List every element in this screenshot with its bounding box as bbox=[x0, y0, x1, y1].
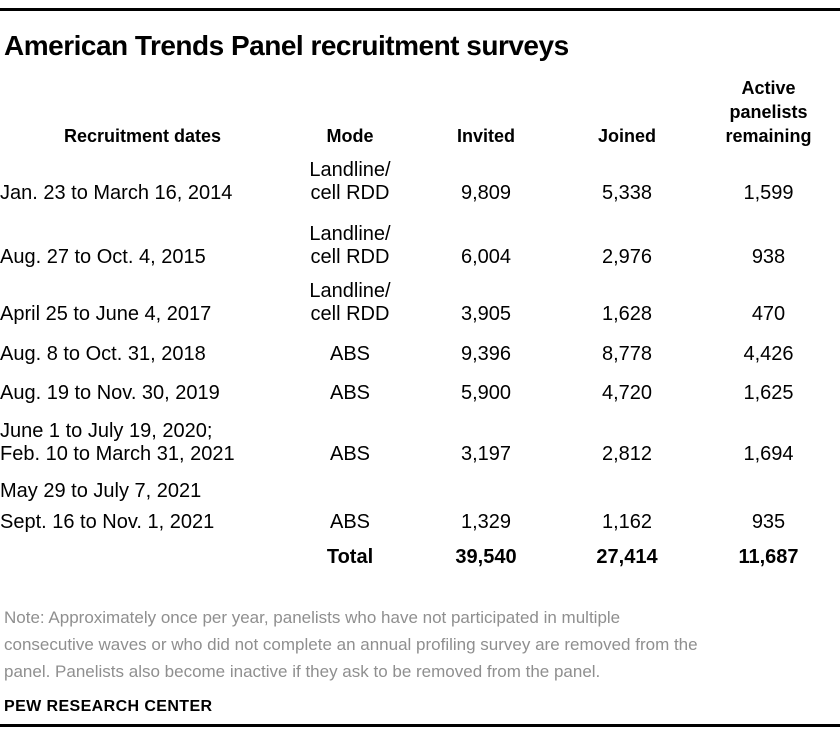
column-header-mode: Mode bbox=[326, 126, 374, 146]
joined-cell: 2,976 bbox=[601, 246, 653, 268]
bottom-rule bbox=[0, 724, 840, 727]
mode-cell: ABS bbox=[285, 368, 415, 407]
invited-cell: 9,809 bbox=[460, 182, 512, 204]
joined-cell: 27,414 bbox=[596, 546, 658, 568]
note-line: Note: Approximately once per year, panel… bbox=[4, 608, 621, 627]
note-text: Note: Approximately once per year, panel… bbox=[4, 604, 836, 685]
mode-line: Landline/ bbox=[309, 159, 391, 181]
date-line: Jan. 23 to March 16, 2014 bbox=[0, 182, 233, 204]
date-line: Feb. 10 to March 31, 2021 bbox=[0, 443, 235, 465]
column-header-recruitment-dates: Recruitment dates bbox=[63, 126, 222, 146]
date-line: Aug. 8 to Oct. 31, 2018 bbox=[0, 343, 206, 365]
remaining-cell: 11,687 bbox=[738, 546, 799, 568]
mode-cell: ABS bbox=[285, 407, 415, 468]
joined-cell: 4,720 bbox=[601, 382, 653, 404]
recruitment-table: Recruitment dates Mode Invited Joined Ac… bbox=[0, 74, 840, 571]
dates-cell: Aug. 27 to Oct. 4, 2015 bbox=[0, 207, 285, 271]
table-row: Jan. 23 to March 16, 2014 Landline/cell R… bbox=[0, 150, 840, 207]
dates-cell: June 1 to July 19, 2020; Feb. 10 to March… bbox=[0, 407, 285, 468]
dates-cell: May 29 to July 7, 2021 Sept. 16 to Nov. 1… bbox=[0, 468, 285, 536]
date-line: Sept. 16 to Nov. 1, 2021 bbox=[0, 511, 215, 533]
note-line: panel. Panelists also become inactive if… bbox=[4, 662, 601, 681]
table-row: Aug. 27 to Oct. 4, 2015 Landline/cell RDD… bbox=[0, 207, 840, 271]
source-label: PEW RESEARCH CENTER bbox=[4, 698, 213, 715]
remaining-cell: 4,426 bbox=[743, 343, 794, 365]
mode-cell: Landline/cell RDD bbox=[285, 271, 415, 328]
table-total-row: Total 39,540 27,414 11,687 bbox=[0, 536, 840, 571]
mode-line: ABS bbox=[329, 511, 371, 533]
table-row: Aug. 8 to Oct. 31, 2018 ABS 9,396 8,778 4,42… bbox=[0, 328, 840, 368]
total-label: Total bbox=[326, 546, 374, 568]
date-line: April 25 to June 4, 2017 bbox=[0, 303, 212, 325]
mode-line: ABS bbox=[329, 343, 371, 365]
mode-line: ABS bbox=[329, 382, 371, 404]
remaining-cell: 938 bbox=[751, 246, 786, 268]
remaining-cell: 1,694 bbox=[743, 443, 794, 465]
table-row: Aug. 19 to Nov. 30, 2019 ABS 5,900 4,720 1,6… bbox=[0, 368, 840, 407]
dates-cell: Jan. 23 to March 16, 2014 bbox=[0, 150, 285, 207]
mode-line: cell RDD bbox=[310, 182, 390, 204]
joined-cell: 1,162 bbox=[601, 511, 653, 533]
dates-cell: Aug. 19 to Nov. 30, 2019 bbox=[0, 368, 285, 407]
joined-cell: 8,778 bbox=[601, 343, 653, 365]
invited-cell: 6,004 bbox=[460, 246, 512, 268]
figure-title: American Trends Panel recruitment survey… bbox=[4, 30, 569, 61]
joined-cell: 1,628 bbox=[601, 303, 653, 325]
date-line: Aug. 19 to Nov. 30, 2019 bbox=[0, 382, 220, 404]
note-line: consecutive waves or who did not complet… bbox=[4, 635, 698, 654]
invited-cell: 9,396 bbox=[460, 343, 512, 365]
dates-cell bbox=[0, 536, 285, 571]
total-label-cell: Total bbox=[285, 536, 415, 571]
column-header-joined: Joined bbox=[597, 126, 656, 146]
invited-cell: 1,329 bbox=[460, 511, 512, 533]
table-row: April 25 to June 4, 2017 Landline/cell RD… bbox=[0, 271, 840, 328]
joined-cell: 2,812 bbox=[601, 443, 653, 465]
mode-line: cell RDD bbox=[310, 246, 390, 268]
mode-cell: ABS bbox=[285, 468, 415, 536]
mode-line: cell RDD bbox=[310, 303, 390, 325]
top-rule bbox=[0, 8, 840, 11]
mode-line: Landline/ bbox=[309, 223, 391, 245]
mode-cell: ABS bbox=[285, 328, 415, 368]
table-header-row: Recruitment dates Mode Invited Joined Ac… bbox=[0, 74, 840, 150]
remaining-cell: 935 bbox=[751, 511, 786, 533]
table-row: June 1 to July 19, 2020; Feb. 10 to March… bbox=[0, 407, 840, 468]
remaining-cell: 470 bbox=[751, 303, 786, 325]
joined-cell: 5,338 bbox=[601, 182, 653, 204]
date-line: May 29 to July 7, 2021 bbox=[0, 480, 202, 502]
column-header-active-panelists-remaining: Active panelists remaining bbox=[697, 74, 840, 150]
dates-cell: Aug. 8 to Oct. 31, 2018 bbox=[0, 328, 285, 368]
invited-cell: 39,540 bbox=[455, 546, 517, 568]
remaining-cell: 1,599 bbox=[743, 182, 794, 204]
column-header-invited: Invited bbox=[456, 126, 515, 146]
invited-cell: 3,905 bbox=[460, 303, 512, 325]
dates-cell: April 25 to June 4, 2017 bbox=[0, 271, 285, 328]
table-row: May 29 to July 7, 2021 Sept. 16 to Nov. 1… bbox=[0, 468, 840, 536]
date-line: Aug. 27 to Oct. 4, 2015 bbox=[0, 246, 206, 268]
mode-line: Landline/ bbox=[309, 280, 391, 302]
column-header-label: Active panelists remaining bbox=[725, 78, 812, 146]
remaining-cell: 1,625 bbox=[743, 382, 794, 404]
mode-line: ABS bbox=[329, 443, 371, 465]
mode-cell: Landline/cell RDD bbox=[285, 207, 415, 271]
invited-cell: 3,197 bbox=[460, 443, 512, 465]
date-line: June 1 to July 19, 2020; bbox=[0, 420, 213, 442]
mode-cell: Landline/cell RDD bbox=[285, 150, 415, 207]
invited-cell: 5,900 bbox=[460, 382, 512, 404]
